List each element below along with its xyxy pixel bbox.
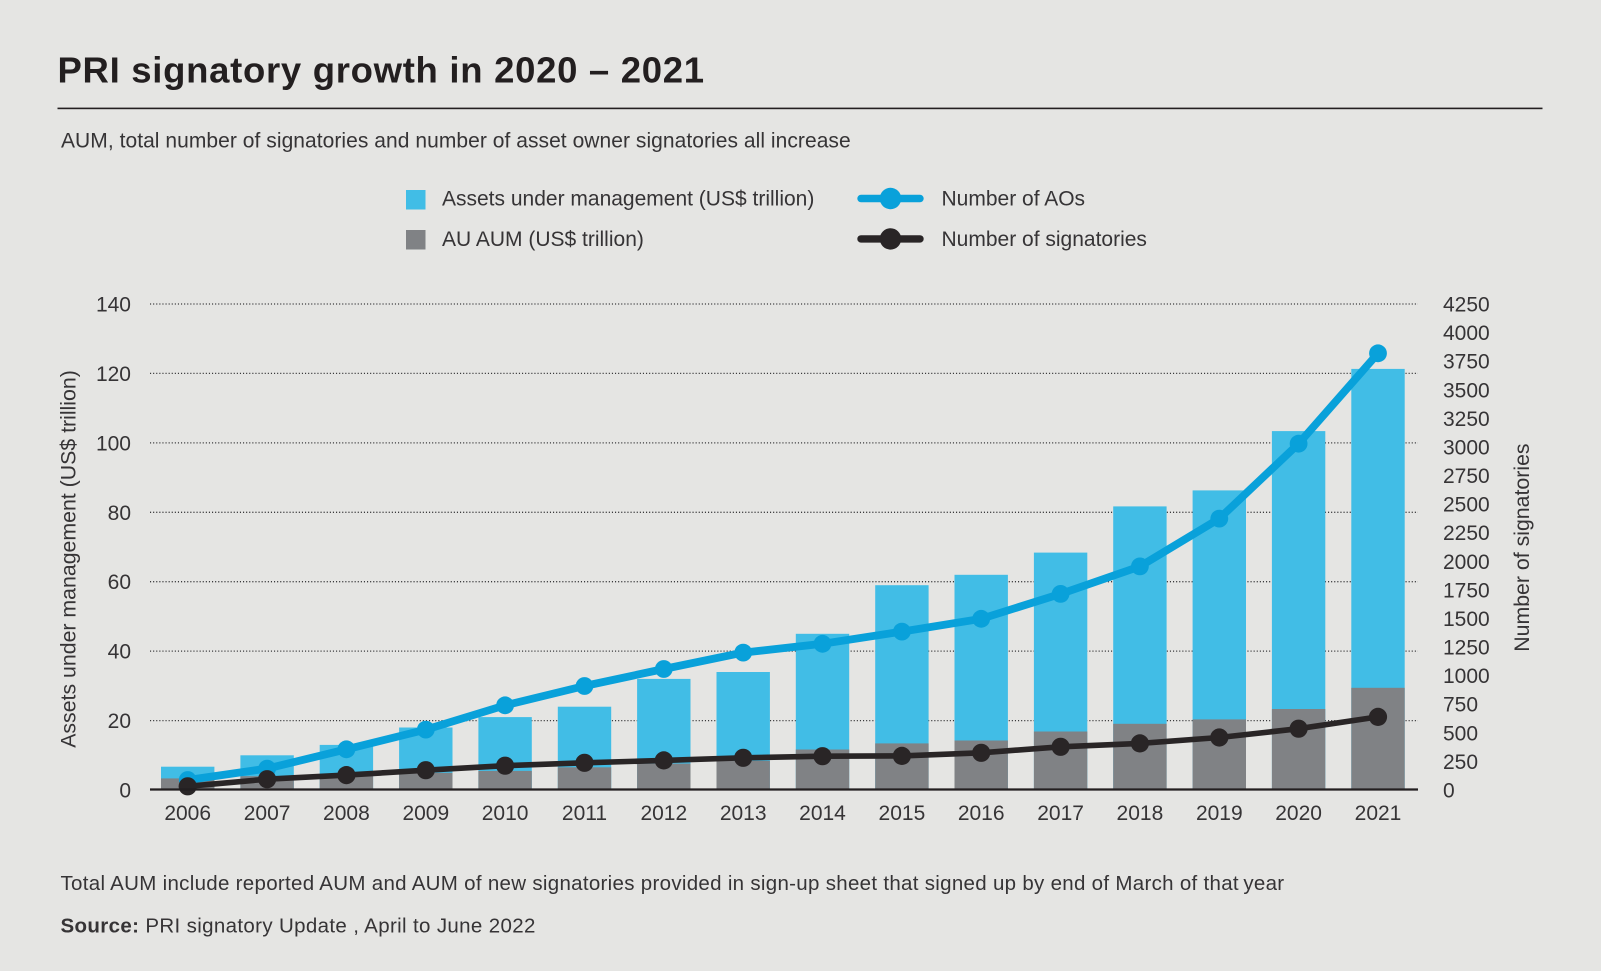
svg-text:4250: 4250 (1443, 294, 1490, 317)
svg-text:80: 80 (108, 502, 131, 525)
svg-text:2006: 2006 (164, 802, 211, 825)
svg-text:2750: 2750 (1443, 465, 1490, 488)
svg-text:Assets under management (US$ t: Assets under management (US$ trillion) (442, 188, 814, 211)
svg-text:Assets under management (US$ t: Assets under management (US$ trillion) (57, 370, 81, 748)
svg-text:1000: 1000 (1443, 665, 1490, 688)
svg-text:1750: 1750 (1443, 579, 1490, 602)
svg-text:2000: 2000 (1443, 551, 1490, 574)
svg-text:Number of signatories: Number of signatories (1510, 443, 1534, 651)
svg-text:2017: 2017 (1037, 802, 1084, 825)
svg-text:2019: 2019 (1196, 802, 1243, 825)
svg-text:0: 0 (119, 780, 131, 803)
svg-text:0: 0 (1443, 780, 1455, 803)
svg-text:Total AUM include reported AUM: Total AUM include reported AUM and AUM o… (61, 872, 1285, 895)
svg-text:250: 250 (1443, 751, 1478, 774)
svg-text:140: 140 (96, 294, 131, 317)
svg-text:3250: 3250 (1443, 408, 1490, 431)
svg-text:2013: 2013 (720, 802, 767, 825)
svg-text:2015: 2015 (879, 802, 926, 825)
svg-text:2007: 2007 (244, 802, 291, 825)
svg-text:AUM, total number of signatori: AUM, total number of signatories and num… (61, 130, 851, 153)
svg-text:2012: 2012 (640, 802, 687, 825)
svg-text:2016: 2016 (958, 802, 1005, 825)
svg-text:2009: 2009 (402, 802, 449, 825)
svg-text:2008: 2008 (323, 802, 370, 825)
svg-text:60: 60 (108, 571, 131, 594)
svg-text:40: 40 (108, 641, 131, 664)
svg-text:2014: 2014 (799, 802, 846, 825)
svg-text:4000: 4000 (1443, 322, 1490, 345)
svg-text:PRI signatory growth in 2020 –: PRI signatory growth in 2020 – 2021 (58, 50, 705, 91)
svg-text:3500: 3500 (1443, 379, 1490, 402)
svg-text:500: 500 (1443, 722, 1478, 745)
svg-text:2011: 2011 (562, 802, 607, 825)
svg-text:2010: 2010 (482, 802, 529, 825)
svg-text:Source: PRI signatory Update ,: Source: PRI signatory Update , April to … (61, 915, 536, 938)
svg-text:120: 120 (96, 363, 131, 386)
svg-text:2250: 2250 (1443, 522, 1490, 545)
svg-text:2021: 2021 (1355, 802, 1402, 825)
svg-text:20: 20 (108, 710, 131, 733)
svg-text:2500: 2500 (1443, 494, 1490, 517)
svg-text:750: 750 (1443, 694, 1478, 717)
svg-text:AU AUM (US$ trillion): AU AUM (US$ trillion) (442, 228, 644, 251)
svg-text:1500: 1500 (1443, 608, 1490, 631)
svg-text:3000: 3000 (1443, 436, 1490, 459)
svg-text:2018: 2018 (1117, 802, 1164, 825)
svg-text:3750: 3750 (1443, 351, 1490, 374)
svg-text:Number of AOs: Number of AOs (942, 188, 1086, 211)
svg-text:100: 100 (96, 432, 131, 455)
svg-text:Number of signatories: Number of signatories (942, 228, 1147, 251)
svg-text:2020: 2020 (1275, 802, 1322, 825)
svg-text:1250: 1250 (1443, 637, 1490, 660)
